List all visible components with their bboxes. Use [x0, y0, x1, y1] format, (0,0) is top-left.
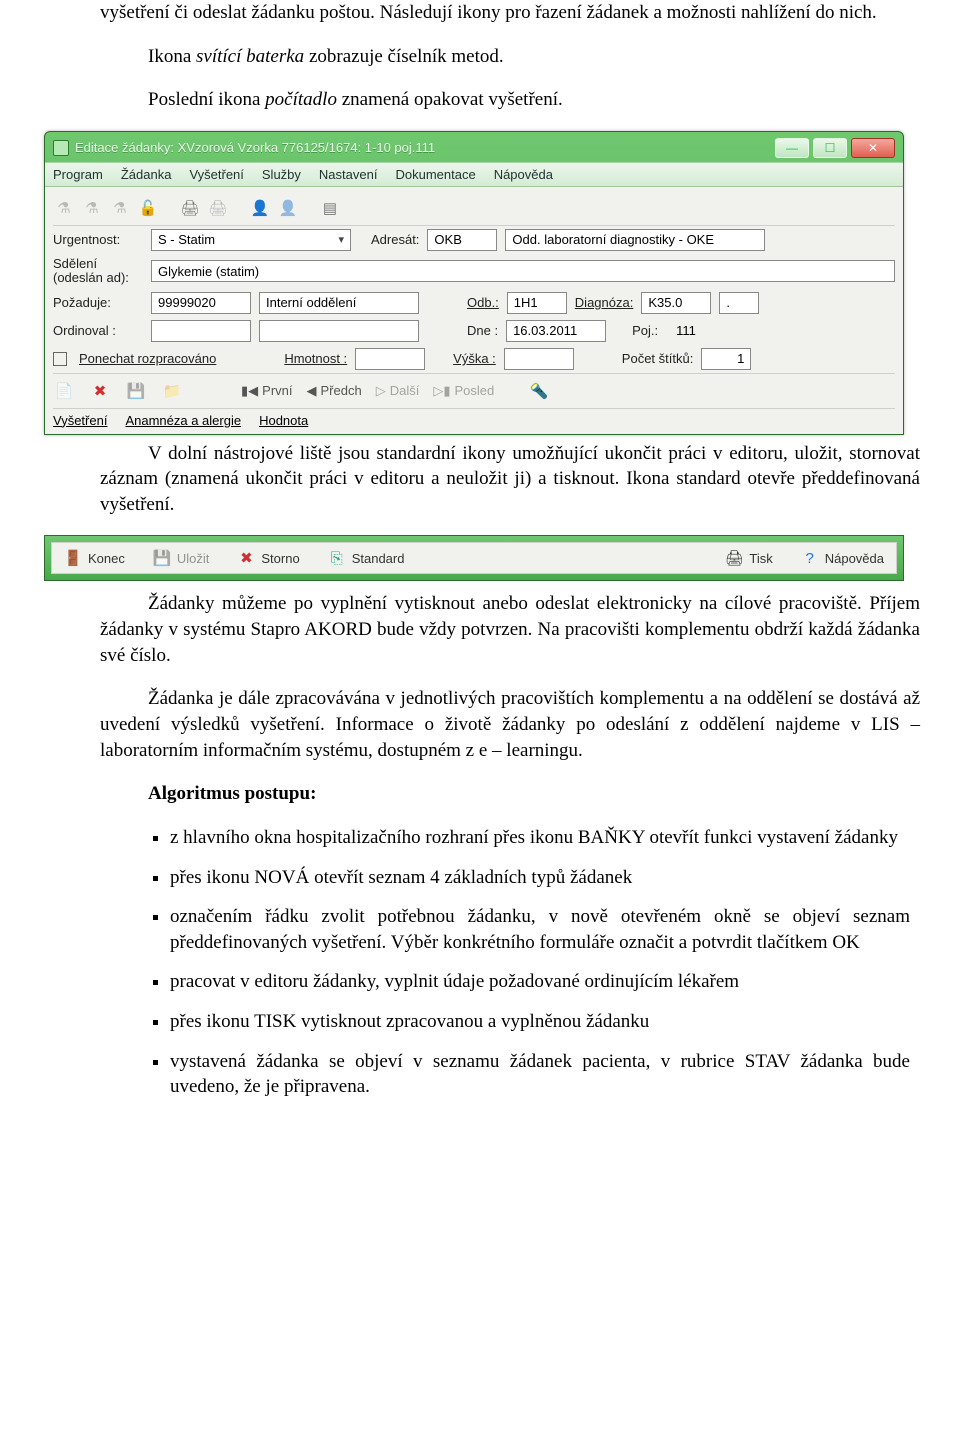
folder-icon[interactable]: 📁	[161, 380, 183, 402]
diagnoza-field[interactable]: K35.0	[641, 292, 711, 314]
printer-icon[interactable]: 🖨	[179, 197, 201, 219]
hmotnost-field[interactable]	[355, 348, 425, 370]
algo-step: přes ikonu NOVÁ otevřít seznam 4 základn…	[170, 865, 920, 891]
nav-prev[interactable]: ◀ Předch	[307, 383, 362, 399]
adresat-label: Adresát:	[371, 232, 419, 247]
menubar: Program Žádanka Vyšetření Služby Nastave…	[45, 162, 903, 187]
adresat-field[interactable]: OKB	[427, 229, 497, 251]
algo-step: pracovat v editoru žádanky, vyplnit údaj…	[170, 969, 920, 995]
menu-program[interactable]: Program	[53, 167, 103, 182]
save-disk-icon[interactable]: 💾	[125, 380, 147, 402]
algo-title: Algoritmus postupu:	[100, 781, 920, 807]
minimize-button[interactable]: —	[775, 138, 809, 158]
urgentnost-select[interactable]: S - Statim	[151, 229, 351, 251]
printer-icon: 🖨	[725, 549, 743, 567]
ulozit-button[interactable]: 💾Uložit	[153, 549, 210, 567]
standard-button[interactable]: ⎘Standard	[328, 549, 405, 567]
algo-step: označením řádku zvolit potřebnou žádanku…	[170, 904, 920, 955]
intro-p1: vyšetření či odeslat žádanku poštou. Nás…	[100, 0, 920, 26]
odb-label: Odb.:	[467, 295, 499, 310]
standard-icon: ⎘	[328, 549, 346, 567]
diagnoza-label: Diagnóza:	[575, 295, 634, 310]
hmotnost-label: Hmotnost :	[284, 351, 347, 366]
algo-list: z hlavního okna hospitalizačního rozhran…	[100, 825, 920, 1100]
app-icon	[53, 140, 69, 156]
napoveda-button[interactable]: ?Nápověda	[801, 549, 884, 567]
exit-icon: 🚪	[64, 549, 82, 567]
bottom-toolbar: 🚪Konec 💾Uložit ✖Storno ⎘Standard 🖨Tisk ?…	[44, 535, 904, 581]
poj-value: 111	[676, 323, 696, 338]
delete-icon[interactable]: ✖	[89, 380, 111, 402]
menu-vysetreni[interactable]: Vyšetření	[189, 167, 243, 182]
pocet-label: Počet štítků:	[622, 351, 694, 366]
titlebar: Editace žádanky: XVzorová Vzorka 776125/…	[45, 132, 903, 162]
pozaduje-dept-field[interactable]: Interní oddělení	[259, 292, 419, 314]
mid-paragraph: V dolní nástrojové liště jsou standardní…	[100, 441, 920, 518]
person2-icon[interactable]: 👤	[277, 197, 299, 219]
algo-step: vystavená žádanka se objeví v seznamu žá…	[170, 1049, 920, 1100]
nav-first[interactable]: ▮◀ První	[241, 383, 293, 399]
tab-anamneza[interactable]: Anamnéza a alergie	[125, 413, 241, 428]
diagnoza-ext-field[interactable]: .	[719, 292, 759, 314]
menu-zadanka[interactable]: Žádanka	[121, 167, 172, 182]
cancel-icon: ✖	[237, 549, 255, 567]
pocet-field[interactable]: 1	[701, 348, 751, 370]
sdeleni-label: Sdělení (odeslán ad):	[53, 257, 143, 286]
intro-p3: Poslední ikona počítadlo znamená opakova…	[100, 87, 920, 113]
nav-next[interactable]: ▷ Další	[376, 383, 420, 399]
help-icon: ?	[801, 549, 819, 567]
menu-napoveda[interactable]: Nápověda	[494, 167, 553, 182]
vyska-label: Výška :	[453, 351, 496, 366]
menu-dokumentace[interactable]: Dokumentace	[395, 167, 475, 182]
toolbar-icons: ⚗ ⚗ ⚗ 🔓 🖨 🖨 👤 👤 ▤	[53, 193, 895, 226]
person-icon[interactable]: 👤	[249, 197, 271, 219]
doc-icon[interactable]: 📄	[53, 380, 75, 402]
padlock-icon[interactable]: 🔓	[137, 197, 159, 219]
menu-nastaveni[interactable]: Nastavení	[319, 167, 378, 182]
ordinoval-label: Ordinoval :	[53, 323, 143, 338]
adresat-desc-field[interactable]: Odd. laboratorní diagnostiky - OKE	[505, 229, 765, 251]
konec-button[interactable]: 🚪Konec	[64, 549, 125, 567]
tabs-row: Vyšetření Anamnéza a alergie Hodnota	[53, 408, 895, 434]
close-button[interactable]: ✕	[851, 138, 895, 158]
document-icon[interactable]: ▤	[319, 197, 341, 219]
window-title: Editace žádanky: XVzorová Vzorka 776125/…	[75, 140, 435, 155]
storno-button[interactable]: ✖Storno	[237, 549, 299, 567]
document-body: vyšetření či odeslat žádanku poštou. Nás…	[0, 0, 960, 1134]
sdeleni-field[interactable]: Glykemie (statim)	[151, 260, 895, 282]
dne-label: Dne :	[467, 323, 498, 338]
post-p2: Žádanka je dále zpracovávána v jednotliv…	[100, 686, 920, 763]
menu-sluzby[interactable]: Služby	[262, 167, 301, 182]
tab-hodnota[interactable]: Hodnota	[259, 413, 308, 428]
ordinoval-field[interactable]	[151, 320, 251, 342]
record-toolbar: 📄 ✖ 💾 📁 ▮◀ První ◀ Předch ▷ Další ▷▮ Pos…	[53, 373, 895, 408]
pozaduje-field[interactable]: 99999020	[151, 292, 251, 314]
ponechat-label: Ponechat rozpracováno	[79, 351, 216, 366]
flask2-icon[interactable]: ⚗	[81, 197, 103, 219]
printer2-icon[interactable]: 🖨	[207, 197, 229, 219]
algo-step: z hlavního okna hospitalizačního rozhran…	[170, 825, 920, 851]
pozaduje-label: Požaduje:	[53, 295, 143, 310]
vyska-field[interactable]	[504, 348, 574, 370]
flask3-icon[interactable]: ⚗	[109, 197, 131, 219]
save-icon: 💾	[153, 549, 171, 567]
urgentnost-label: Urgentnost:	[53, 232, 143, 247]
poj-label: Poj.:	[632, 323, 658, 338]
flashlight-icon[interactable]: 🔦	[528, 380, 550, 402]
algo-step: přes ikonu TISK vytisknout zpracovanou a…	[170, 1009, 920, 1035]
maximize-button[interactable]: ☐	[813, 138, 847, 158]
ponechat-checkbox[interactable]	[53, 352, 67, 366]
nav-last[interactable]: ▷▮ Posled	[433, 383, 494, 399]
odb-field[interactable]: 1H1	[507, 292, 567, 314]
tab-vysetreni[interactable]: Vyšetření	[53, 413, 107, 428]
tisk-button[interactable]: 🖨Tisk	[725, 549, 772, 567]
app-window: Editace žádanky: XVzorová Vzorka 776125/…	[44, 131, 904, 435]
ordinoval-ext-field[interactable]	[259, 320, 419, 342]
intro-p2: Ikona svítící baterka zobrazuje číselník…	[100, 44, 920, 70]
post-p1: Žádanky můžeme po vyplnění vytisknout an…	[100, 591, 920, 668]
dne-field[interactable]: 16.03.2011	[506, 320, 606, 342]
flask-icon[interactable]: ⚗	[53, 197, 75, 219]
